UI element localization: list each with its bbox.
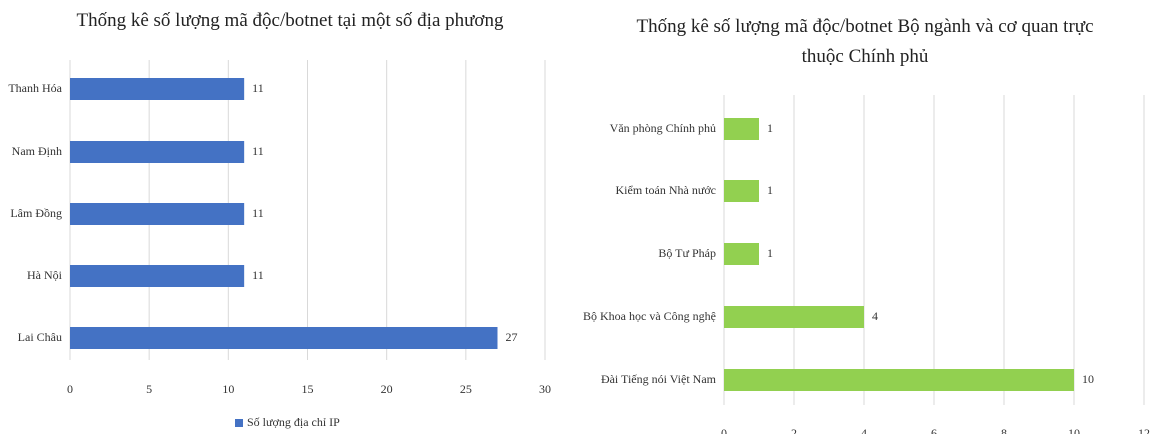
data-label: 1: [767, 246, 773, 260]
bar: [70, 78, 245, 100]
data-label: 4: [872, 309, 878, 323]
bar: [70, 141, 245, 163]
x-tick-label: 30: [539, 382, 551, 396]
y-tick-label: Lai Châu: [18, 330, 62, 344]
y-tick-label: Thanh Hóa: [8, 81, 62, 95]
y-tick-label: Bộ Khoa học và Công nghệ: [583, 309, 716, 323]
y-tick-label: Hà Nội: [27, 268, 63, 282]
x-tick-label: 0: [721, 426, 727, 434]
legend-swatch: [235, 419, 243, 427]
x-tick-label: 25: [460, 382, 472, 396]
data-label: 10: [1082, 372, 1094, 386]
data-label: 11: [252, 144, 264, 158]
bar: [724, 243, 759, 265]
data-label: 11: [252, 81, 264, 95]
x-tick-label: 15: [302, 382, 314, 396]
bar: [724, 306, 864, 328]
data-label: 11: [252, 268, 264, 282]
data-label: 1: [767, 183, 773, 197]
bar: [724, 369, 1074, 391]
data-label: 11: [252, 206, 264, 220]
bar: [724, 118, 759, 140]
x-tick-label: 6: [931, 426, 937, 434]
y-tick-label: Kiểm toán Nhà nước: [616, 183, 717, 197]
legend-label: Số lượng địa chỉ IP: [247, 415, 340, 429]
bar: [70, 327, 498, 349]
bar: [70, 203, 245, 225]
y-tick-label: Lâm Đồng: [10, 206, 62, 220]
x-tick-label: 5: [146, 382, 152, 396]
x-tick-label: 10: [1068, 426, 1080, 434]
x-tick-label: 0: [67, 382, 73, 396]
data-label: 27: [506, 330, 518, 344]
x-tick-label: 20: [381, 382, 393, 396]
chart-title: Thống kê số lượng mã độc/botnet tại một …: [76, 10, 504, 31]
data-label: 1: [767, 121, 773, 135]
x-tick-label: 12: [1138, 426, 1150, 434]
x-tick-label: 10: [222, 382, 234, 396]
y-tick-label: Văn phòng Chính phủ: [610, 121, 716, 135]
x-tick-label: 4: [861, 426, 867, 434]
chart-title: Thống kê số lượng mã độc/botnet Bộ ngành…: [636, 16, 1094, 67]
bar: [70, 265, 245, 287]
y-tick-label: Bộ Tư Pháp: [658, 246, 716, 260]
x-tick-label: 2: [791, 426, 797, 434]
bar: [724, 180, 759, 202]
x-tick-label: 8: [1001, 426, 1007, 434]
y-tick-label: Đài Tiếng nói Việt Nam: [601, 372, 717, 386]
y-tick-label: Nam Định: [12, 144, 62, 158]
